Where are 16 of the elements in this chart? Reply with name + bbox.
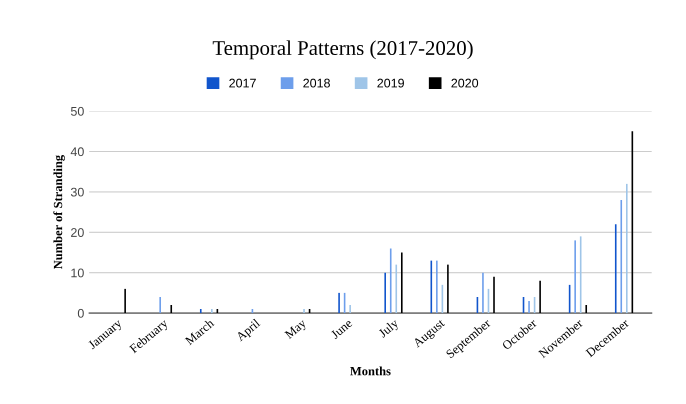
legend-label: 2017 <box>229 78 256 88</box>
y-tick-label: 10 <box>71 268 84 278</box>
legend-label: 2019 <box>377 78 404 88</box>
chart-title: Temporal Patterns (2017-2020) <box>212 40 473 60</box>
y-axis-title: Number of Stranding <box>53 155 65 270</box>
x-tick-label: May <box>284 318 309 342</box>
y-tick-label: 20 <box>71 228 84 237</box>
x-tick-label: July <box>378 318 401 340</box>
y-tick-label: 40 <box>70 147 84 156</box>
legend-label: 2020 <box>451 78 478 88</box>
y-tick-label: 50 <box>70 106 84 116</box>
y-tick-label: 0 <box>78 308 84 318</box>
legend-label: 2018 <box>303 78 330 88</box>
y-tick-label: 30 <box>70 188 84 197</box>
x-tick-label: June <box>330 318 353 340</box>
x-axis-title: Months <box>350 366 391 376</box>
